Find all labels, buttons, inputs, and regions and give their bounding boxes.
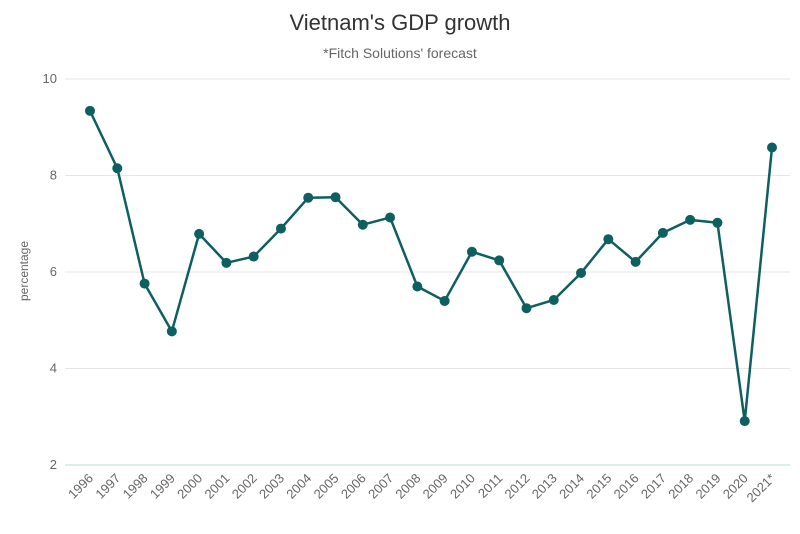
y-axis-ticks: 2 4 6 8 10 (43, 71, 57, 472)
data-point[interactable] (357, 219, 368, 230)
data-point[interactable] (521, 303, 532, 314)
data-point[interactable] (248, 251, 259, 262)
x-tick-label: 2002 (229, 471, 260, 502)
chart-subtitle: *Fitch Solutions' forecast (323, 45, 477, 61)
data-point[interactable] (412, 281, 423, 292)
data-point[interactable] (85, 105, 95, 116)
x-tick-label: 2005 (311, 471, 342, 502)
x-tick-label: 1997 (92, 471, 123, 502)
data-point[interactable] (166, 326, 177, 337)
x-tick-label: 2010 (447, 471, 478, 502)
y-tick-label: 10 (43, 71, 57, 86)
data-point[interactable] (439, 295, 450, 306)
data-point[interactable] (466, 246, 477, 257)
data-point[interactable] (712, 217, 723, 228)
data-point[interactable] (275, 223, 286, 234)
chart-title: Vietnam's GDP growth (289, 10, 510, 35)
x-tick-label: 2012 (502, 471, 533, 502)
y-tick-label: 8 (50, 168, 57, 183)
x-tick-label: 2009 (420, 471, 451, 502)
x-tick-label: 2016 (611, 471, 642, 502)
x-tick-label: 2003 (256, 471, 287, 502)
x-tick-label: 2000 (174, 471, 205, 502)
x-tick-label: 2021* (743, 471, 778, 506)
x-axis-ticks: 1996199719981999200020012002200320042005… (65, 471, 778, 506)
y-tick-label: 6 (50, 264, 57, 279)
x-tick-label: 2007 (365, 471, 396, 502)
data-point[interactable] (330, 192, 341, 203)
data-point[interactable] (576, 267, 587, 278)
x-tick-label: 1999 (147, 471, 178, 502)
data-point[interactable] (303, 192, 314, 203)
x-tick-label: 1996 (65, 471, 96, 502)
x-tick-label: 2004 (283, 471, 314, 502)
x-tick-label: 2019 (693, 471, 724, 502)
x-tick-label: 2013 (529, 471, 560, 502)
x-tick-label: 2017 (638, 471, 669, 502)
data-point[interactable] (767, 142, 777, 153)
data-point[interactable] (385, 212, 396, 223)
gridlines (65, 78, 790, 466)
data-point[interactable] (139, 278, 150, 289)
x-tick-label: 2001 (201, 471, 232, 502)
data-point[interactable] (548, 294, 559, 305)
x-tick-label: 2006 (338, 471, 369, 502)
data-point[interactable] (494, 255, 505, 266)
x-tick-label: 2008 (392, 471, 423, 502)
data-point[interactable] (194, 228, 205, 239)
y-tick-label: 4 (50, 361, 57, 376)
series-line (88, 110, 774, 423)
series-layer (85, 105, 777, 427)
x-tick-label: 2018 (665, 471, 696, 502)
x-tick-label: 2015 (583, 471, 614, 502)
y-axis-label: percentage (17, 241, 31, 301)
data-point[interactable] (657, 227, 668, 238)
data-point[interactable] (739, 416, 750, 427)
x-tick-label: 2011 (475, 471, 505, 501)
data-point[interactable] (221, 257, 232, 268)
x-tick-label: 1998 (120, 471, 151, 502)
data-point[interactable] (112, 163, 123, 174)
data-point[interactable] (603, 234, 614, 245)
y-tick-label: 2 (50, 457, 57, 472)
data-point[interactable] (685, 214, 696, 225)
data-point[interactable] (630, 256, 641, 267)
x-tick-label: 2014 (556, 471, 587, 502)
